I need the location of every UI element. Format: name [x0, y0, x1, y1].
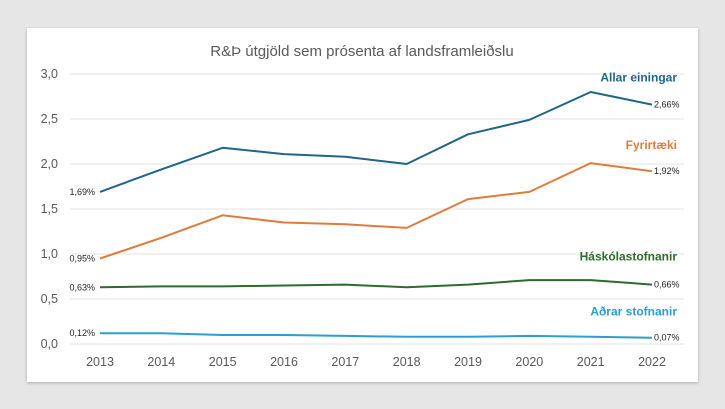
series-line-3 [100, 332, 653, 339]
start-data-label: 0,63% [69, 282, 95, 292]
y-tick-label: 0,5 [41, 292, 58, 306]
end-data-label: 2,66% [654, 100, 680, 110]
start-data-label: 1,69% [69, 187, 95, 197]
data-labels: 1,69% 2,66% Allar einingar 0,95% 1,92% Fyrirt… [69, 71, 679, 343]
x-axis-ticks: 2013 2014 2015 2016 2017 2018 2019 2020 2021 2022 [86, 355, 666, 369]
y-tick-label: 1,0 [41, 247, 58, 261]
end-data-label: 0,66% [654, 280, 680, 290]
series-name-label: Allar einingar [600, 71, 677, 85]
x-tick-label: 2013 [86, 355, 114, 369]
start-data-label: 0,12% [69, 328, 95, 338]
x-tick-label: 2016 [270, 355, 298, 369]
y-tick-label: 0,0 [41, 337, 58, 351]
y-tick-label: 1,5 [41, 202, 58, 216]
series-line-1 [99, 162, 653, 260]
series-line-2 [99, 279, 653, 289]
y-tick-label: 3,0 [41, 67, 58, 81]
x-tick-label: 2014 [147, 355, 175, 369]
series-lines [99, 91, 653, 339]
x-tick-label: 2020 [515, 355, 543, 369]
y-tick-label: 2,0 [41, 157, 58, 171]
end-data-label: 0,07% [654, 333, 680, 343]
x-tick-label: 2015 [209, 355, 237, 369]
x-tick-label: 2021 [577, 355, 605, 369]
chart-title: R&Þ útgjöld sem prósenta af landsframlei… [210, 43, 514, 60]
y-axis-ticks: 0,0 0,5 1,0 1,5 2,0 2,5 3,0 [41, 67, 58, 351]
series-name-label: Aðrar stofnanir [590, 305, 677, 319]
series-name-label: Háskólastofnanir [580, 250, 678, 264]
x-tick-label: 2018 [393, 355, 421, 369]
series-name-label: Fyrirtæki [626, 138, 677, 152]
x-tick-label: 2019 [454, 355, 482, 369]
y-tick-label: 2,5 [41, 112, 58, 126]
series-line-0 [99, 91, 653, 193]
x-tick-label: 2017 [331, 355, 359, 369]
end-data-label: 1,92% [654, 166, 680, 176]
start-data-label: 0,95% [69, 254, 95, 264]
x-tick-label: 2022 [638, 355, 666, 369]
chart-card [27, 28, 698, 382]
gridlines [70, 73, 684, 345]
